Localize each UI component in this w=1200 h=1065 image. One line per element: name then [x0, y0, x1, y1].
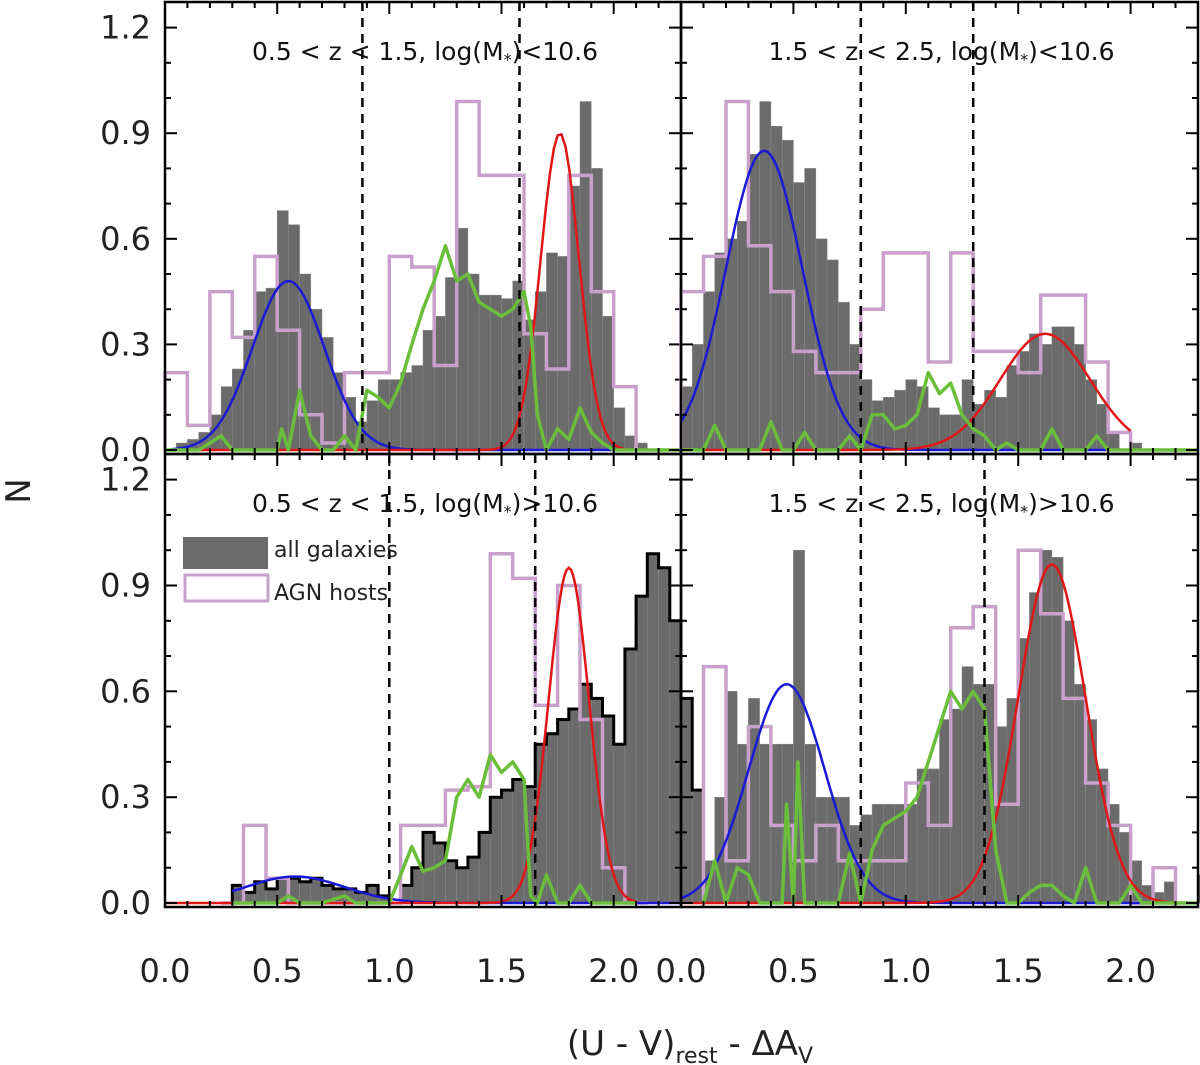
hist-bar — [265, 888, 278, 904]
hist-bar — [400, 372, 413, 451]
hist-bar — [411, 365, 424, 451]
hist-bar — [568, 708, 581, 904]
agn-step-line — [679, 99, 1133, 450]
x-axis-title-sub: rest — [675, 1044, 718, 1065]
hist-bar — [804, 743, 817, 904]
hist-bar — [894, 389, 906, 451]
panel-top-left: 0.0 0.3 0.6 0.9 1.2 0.5 < z < 1.5, log(M*)<10… — [100, 0, 683, 469]
x-axis-title: (U - V)rest - ΔAV — [567, 1024, 813, 1065]
y-tick-label: 0.6 — [100, 220, 151, 258]
panel-bottom-left: 0.0 0.3 0.6 0.9 1.2 0.0 0.5 1.0 1.5 2.0 0.5 < z < … — [100, 452, 739, 990]
hist-bar — [871, 400, 884, 451]
y-tick-label: 1.2 — [100, 9, 151, 47]
hist-bar — [826, 259, 839, 451]
green-line — [701, 689, 1198, 905]
x-axis-title-mid: - ΔA — [718, 1024, 798, 1064]
hist-bar — [377, 379, 390, 451]
y-tick-label: 1.2 — [100, 461, 151, 499]
green-line — [165, 244, 681, 452]
panel-frame — [679, 452, 1200, 909]
agn-step-line — [163, 99, 638, 450]
hist-bar — [445, 860, 457, 904]
hist-bar — [1006, 365, 1019, 451]
x-tick-label: 1.5 — [476, 952, 527, 990]
hist-bar — [490, 796, 502, 904]
hist-bar — [557, 719, 570, 904]
panel-title: 1.5 < z < 2.5, log(M*)<10.6 — [768, 37, 1114, 69]
hist-bar — [254, 881, 267, 904]
legend-agn-swatch — [183, 573, 270, 603]
x-tick-label: 0.5 — [768, 952, 819, 990]
hist-bar — [635, 595, 648, 904]
hist-bar — [1029, 592, 1041, 904]
green-line — [232, 753, 637, 905]
hist-bar — [310, 878, 323, 904]
red-gaussian-line — [838, 563, 1198, 905]
x-tick-label: 0.5 — [252, 952, 303, 990]
hist-outline — [230, 552, 739, 905]
hist-bar — [299, 881, 312, 904]
hist-bar — [490, 294, 502, 451]
hist-bar — [736, 220, 749, 451]
hist-bar — [478, 294, 491, 451]
legend-agn-label: AGN hosts — [274, 581, 388, 606]
hist-bar — [647, 553, 659, 904]
y-axis-title: N — [0, 478, 39, 503]
y-tick-label: 0.0 — [100, 884, 151, 922]
hist-bar — [501, 789, 513, 904]
panel-bottom-right: 0.0 0.5 1.0 1.5 2.0 1.5 < z < 2.5, log(M*)>10… — [656, 452, 1200, 990]
green-line — [681, 370, 1198, 452]
x-tick-label: 2.0 — [1105, 952, 1156, 990]
hist-bar — [838, 301, 850, 451]
hist-bar — [939, 414, 951, 451]
hist-bar — [512, 779, 525, 904]
hist-bar — [658, 567, 671, 904]
agn-step-line — [221, 551, 648, 905]
hist-bar — [725, 238, 738, 451]
hist-bar — [467, 856, 480, 904]
panel-title: 0.5 < z < 1.5, log(M*)>10.6 — [252, 489, 598, 521]
blue-gaussian-line — [679, 149, 1007, 452]
hist-bar — [624, 648, 637, 904]
hist-bar — [232, 368, 244, 451]
hist-bar — [680, 698, 693, 904]
legend: all galaxies AGN hosts — [183, 537, 398, 606]
hist-bar — [501, 298, 513, 451]
hist-bar — [411, 867, 424, 904]
x-tick-label: 2.0 — [588, 952, 639, 990]
x-tick-label: 1.0 — [880, 952, 931, 990]
hist-bar — [433, 842, 446, 904]
x-tick-label: 0.0 — [656, 952, 707, 990]
panel-top-right: 1.5 < z < 2.5, log(M*)<10.6 — [679, 0, 1200, 456]
x-tick-label: 0.0 — [140, 952, 191, 990]
hist-bar — [456, 867, 469, 904]
x-axis-title-sub2: V — [798, 1044, 813, 1065]
hist-bar — [1029, 333, 1041, 451]
x-axis-title-main: (U - V) — [567, 1024, 676, 1064]
hist-bar — [1051, 557, 1064, 904]
y-tick-label: 0.9 — [100, 567, 151, 605]
hist-bar — [478, 832, 491, 904]
hist-bar — [1107, 432, 1120, 451]
y-tick-label: 0.0 — [100, 431, 151, 469]
hist-bar — [815, 238, 828, 451]
x-tick-label: 1.5 — [993, 952, 1044, 990]
panel-title: 1.5 < z < 2.5, log(M*)>10.6 — [768, 489, 1114, 521]
y-tick-label: 0.9 — [100, 114, 151, 152]
legend-all-swatch — [183, 537, 268, 569]
y-tick-label: 0.3 — [100, 778, 151, 816]
x-tick-label: 1.0 — [364, 952, 415, 990]
panel-title: 0.5 < z < 1.5, log(M*)<10.6 — [252, 37, 598, 69]
agn-step-line — [701, 548, 1178, 905]
y-tick-label: 0.6 — [100, 672, 151, 710]
y-tick-label: 0.3 — [100, 325, 151, 363]
hist-bar — [613, 407, 626, 451]
legend-all-label: all galaxies — [274, 538, 398, 563]
